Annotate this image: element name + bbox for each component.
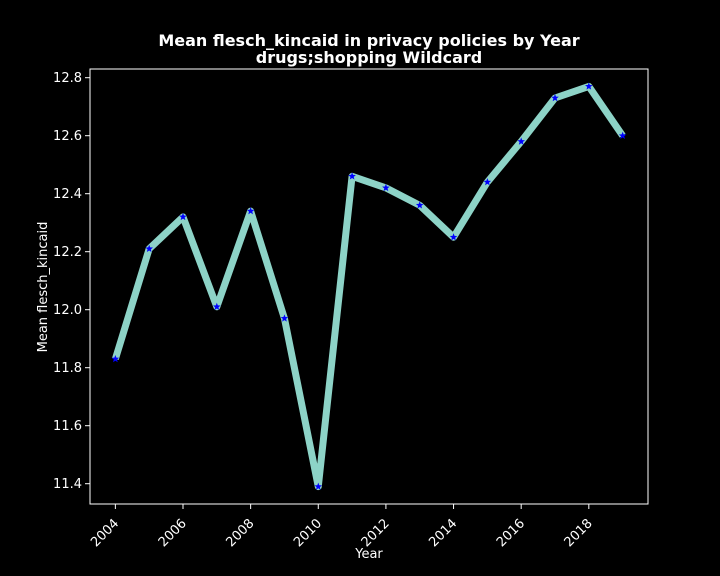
x-axis: 2004 2006 2008 2010 2012 2014 2016 2018 xyxy=(88,504,596,550)
x-tick-label: 2008 xyxy=(223,516,257,550)
data-point-marker xyxy=(618,131,627,139)
data-point-marker xyxy=(213,302,221,311)
x-tick-label: 2006 xyxy=(156,516,190,550)
x-tick-label: 2014 xyxy=(426,516,460,550)
data-point-marker xyxy=(449,233,458,241)
y-tick-label: 11.6 xyxy=(53,419,82,434)
data-point-marker xyxy=(517,137,525,145)
x-tick-label: 2018 xyxy=(562,516,596,550)
data-point-marker xyxy=(551,94,559,102)
series-line xyxy=(112,82,626,491)
x-tick-label: 2012 xyxy=(359,516,393,550)
x-tick-label: 2016 xyxy=(494,516,528,550)
data-point-marker xyxy=(280,314,289,322)
y-tick-label: 12.8 xyxy=(53,71,82,86)
y-tick-label: 12.2 xyxy=(53,245,82,260)
data-point-marker xyxy=(314,482,323,490)
data-point-marker xyxy=(179,212,187,221)
y-axis-label: Mean flesch_kincaid xyxy=(36,222,51,353)
y-tick-label: 11.4 xyxy=(53,477,82,492)
x-tick-label: 2010 xyxy=(291,516,325,550)
data-point-marker xyxy=(585,82,593,90)
data-point-marker xyxy=(145,244,153,253)
data-point-marker xyxy=(382,183,390,192)
y-tick-label: 12.0 xyxy=(53,303,82,318)
y-tick-label: 11.8 xyxy=(53,361,82,376)
plot-area-frame xyxy=(89,68,649,505)
y-axis: 11.4 11.6 11.8 12.0 12.2 12.4 12.6 12.8 xyxy=(53,71,90,492)
chart-subtitle: drugs;shopping Wildcard xyxy=(256,48,483,67)
data-point-marker xyxy=(111,355,120,363)
data-point-marker xyxy=(246,207,255,215)
y-tick-label: 12.4 xyxy=(53,187,82,202)
chart-title: Mean flesch_kincaid in privacy policies … xyxy=(158,31,579,50)
data-point-marker xyxy=(483,178,492,186)
series-layer xyxy=(111,82,627,491)
x-tick-label: 2004 xyxy=(88,516,122,550)
x-axis-label: Year xyxy=(354,547,383,562)
data-point-marker xyxy=(348,172,356,180)
y-tick-label: 12.6 xyxy=(53,129,82,144)
data-point-marker xyxy=(415,201,424,209)
